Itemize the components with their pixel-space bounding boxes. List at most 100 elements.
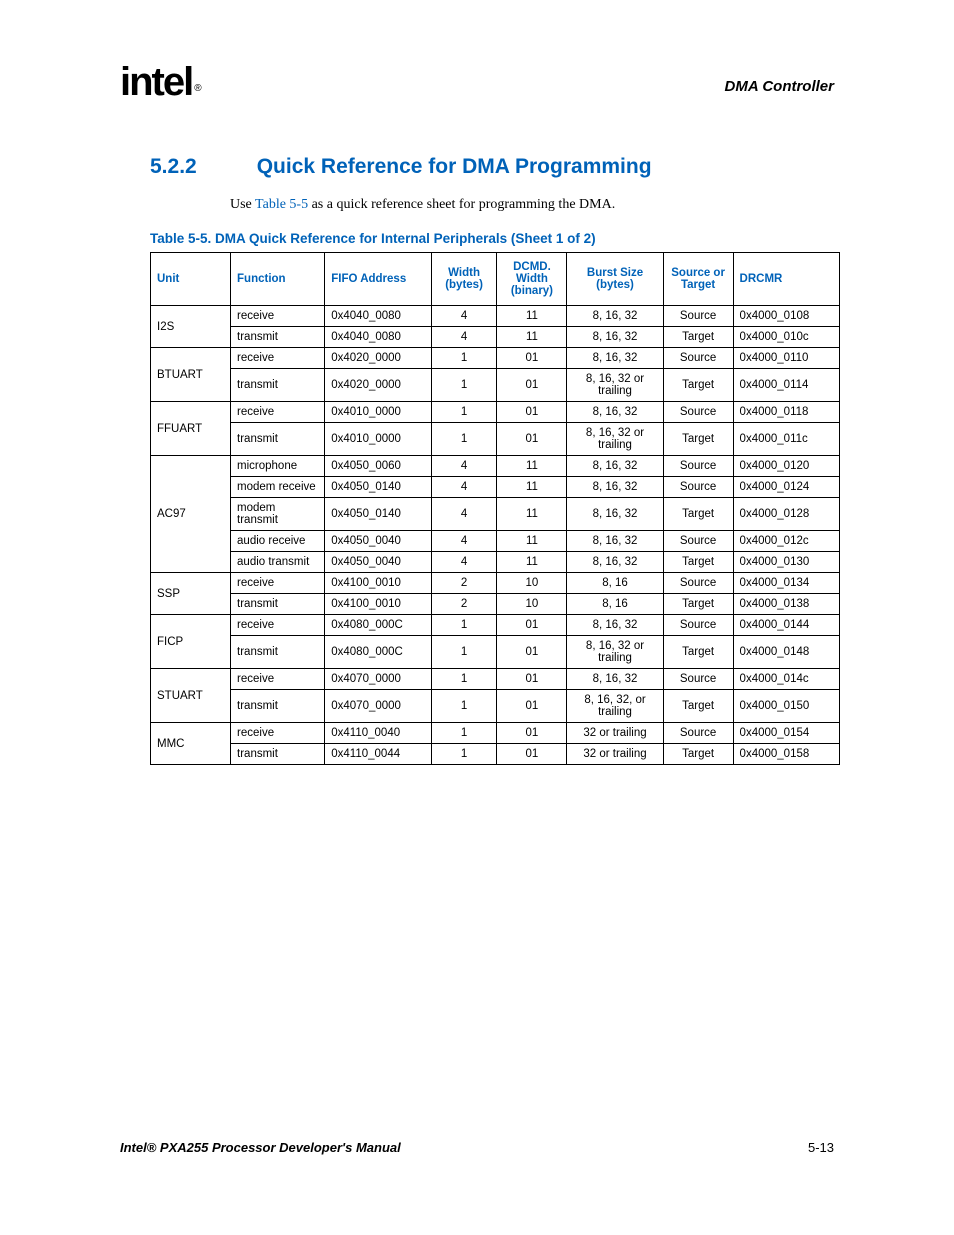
cell-drcmr: 0x4000_010c	[733, 327, 839, 348]
cell-dcmd: 11	[497, 306, 567, 327]
cell-fifo: 0x4050_0060	[325, 456, 431, 477]
cell-burst: 8, 16	[567, 594, 663, 615]
cell-burst: 8, 16, 32	[567, 498, 663, 531]
cell-drcmr: 0x4000_0108	[733, 306, 839, 327]
cell-burst: 8, 16, 32	[567, 402, 663, 423]
cell-function: transmit	[231, 690, 325, 723]
table-row: audio receive0x4050_00404118, 16, 32Sour…	[151, 531, 840, 552]
cell-width: 4	[431, 477, 497, 498]
cell-width: 4	[431, 531, 497, 552]
cell-drcmr: 0x4000_0130	[733, 552, 839, 573]
cell-dcmd: 11	[497, 531, 567, 552]
cell-burst: 8, 16, 32, or trailing	[567, 690, 663, 723]
section-title: Quick Reference for DMA Programming	[257, 155, 652, 179]
cell-dcmd: 01	[497, 744, 567, 765]
cell-drcmr: 0x4000_0128	[733, 498, 839, 531]
intro-suffix: as a quick reference sheet for programmi…	[308, 197, 615, 212]
cell-function: receive	[231, 723, 325, 744]
cell-fifo: 0x4100_0010	[325, 573, 431, 594]
table-row: modem transmit0x4050_01404118, 16, 32Tar…	[151, 498, 840, 531]
table-row: transmit0x4100_00102108, 16Target0x4000_…	[151, 594, 840, 615]
cell-burst: 8, 16, 32	[567, 306, 663, 327]
cell-function: transmit	[231, 744, 325, 765]
cell-burst: 32 or trailing	[567, 744, 663, 765]
cell-width: 1	[431, 690, 497, 723]
cell-burst: 8, 16, 32 or trailing	[567, 636, 663, 669]
col-dcmd-width: DCMD. Width (binary)	[497, 253, 567, 306]
cell-function: receive	[231, 306, 325, 327]
cell-function: modem receive	[231, 477, 325, 498]
cell-src: Source	[663, 402, 733, 423]
cell-drcmr: 0x4000_0110	[733, 348, 839, 369]
cell-dcmd: 01	[497, 348, 567, 369]
footer-manual-title: Intel® PXA255 Processor Developer's Manu…	[120, 1140, 401, 1155]
table-row: transmit0x4040_00804118, 16, 32Target0x4…	[151, 327, 840, 348]
col-drcmr: DRCMR	[733, 253, 839, 306]
table-row: audio transmit0x4050_00404118, 16, 32Tar…	[151, 552, 840, 573]
intel-logo: intel®	[120, 60, 198, 105]
table-body: I2Sreceive0x4040_00804118, 16, 32Source0…	[151, 306, 840, 765]
cell-function: transmit	[231, 594, 325, 615]
cell-width: 1	[431, 744, 497, 765]
cell-fifo: 0x4010_0000	[325, 423, 431, 456]
cell-src: Target	[663, 690, 733, 723]
cell-width: 2	[431, 594, 497, 615]
cell-drcmr: 0x4000_0158	[733, 744, 839, 765]
cell-drcmr: 0x4000_0134	[733, 573, 839, 594]
cell-dcmd: 01	[497, 369, 567, 402]
cell-unit: SSP	[151, 573, 231, 615]
cell-function: modem transmit	[231, 498, 325, 531]
table-row: FICPreceive0x4080_000C1018, 16, 32Source…	[151, 615, 840, 636]
section-heading: 5.2.2 Quick Reference for DMA Programmin…	[150, 155, 834, 179]
cell-width: 1	[431, 423, 497, 456]
cell-src: Source	[663, 456, 733, 477]
table-caption: Table 5-5. DMA Quick Reference for Inter…	[150, 231, 834, 246]
cell-burst: 8, 16	[567, 573, 663, 594]
cell-drcmr: 0x4000_011c	[733, 423, 839, 456]
cell-dcmd: 10	[497, 573, 567, 594]
cell-unit: AC97	[151, 456, 231, 573]
cell-width: 4	[431, 498, 497, 531]
cell-src: Target	[663, 744, 733, 765]
cell-fifo: 0x4070_0000	[325, 669, 431, 690]
cell-fifo: 0x4080_000C	[325, 636, 431, 669]
cell-width: 1	[431, 348, 497, 369]
cell-dcmd: 11	[497, 498, 567, 531]
cell-fifo: 0x4080_000C	[325, 615, 431, 636]
cell-burst: 8, 16, 32	[567, 615, 663, 636]
col-unit: Unit	[151, 253, 231, 306]
cell-dcmd: 01	[497, 615, 567, 636]
cell-drcmr: 0x4000_0154	[733, 723, 839, 744]
cell-function: transmit	[231, 369, 325, 402]
table-row: transmit0x4080_000C1018, 16, 32 or trail…	[151, 636, 840, 669]
cell-dcmd: 01	[497, 690, 567, 723]
col-fifo-address: FIFO Address	[325, 253, 431, 306]
table-reference-link[interactable]: Table 5-5	[255, 197, 308, 212]
cell-unit: I2S	[151, 306, 231, 348]
cell-function: audio transmit	[231, 552, 325, 573]
cell-burst: 8, 16, 32	[567, 348, 663, 369]
table-header-row: Unit Function FIFO Address Width (bytes)…	[151, 253, 840, 306]
cell-width: 4	[431, 552, 497, 573]
cell-width: 1	[431, 369, 497, 402]
cell-src: Source	[663, 348, 733, 369]
cell-fifo: 0x4110_0044	[325, 744, 431, 765]
page-footer: Intel® PXA255 Processor Developer's Manu…	[120, 1140, 834, 1155]
col-burst-size: Burst Size (bytes)	[567, 253, 663, 306]
table-row: SSPreceive0x4100_00102108, 16Source0x400…	[151, 573, 840, 594]
cell-drcmr: 0x4000_012c	[733, 531, 839, 552]
cell-fifo: 0x4040_0080	[325, 306, 431, 327]
cell-fifo: 0x4050_0140	[325, 498, 431, 531]
intro-paragraph: Use Table 5-5 as a quick reference sheet…	[230, 197, 834, 213]
cell-burst: 8, 16, 32 or trailing	[567, 369, 663, 402]
table-row: transmit0x4110_004410132 or trailingTarg…	[151, 744, 840, 765]
cell-fifo: 0x4100_0010	[325, 594, 431, 615]
cell-function: receive	[231, 615, 325, 636]
cell-src: Source	[663, 306, 733, 327]
cell-width: 4	[431, 327, 497, 348]
cell-drcmr: 0x4000_0150	[733, 690, 839, 723]
cell-function: receive	[231, 573, 325, 594]
cell-burst: 8, 16, 32	[567, 456, 663, 477]
table-row: BTUARTreceive0x4020_00001018, 16, 32Sour…	[151, 348, 840, 369]
cell-dcmd: 11	[497, 552, 567, 573]
